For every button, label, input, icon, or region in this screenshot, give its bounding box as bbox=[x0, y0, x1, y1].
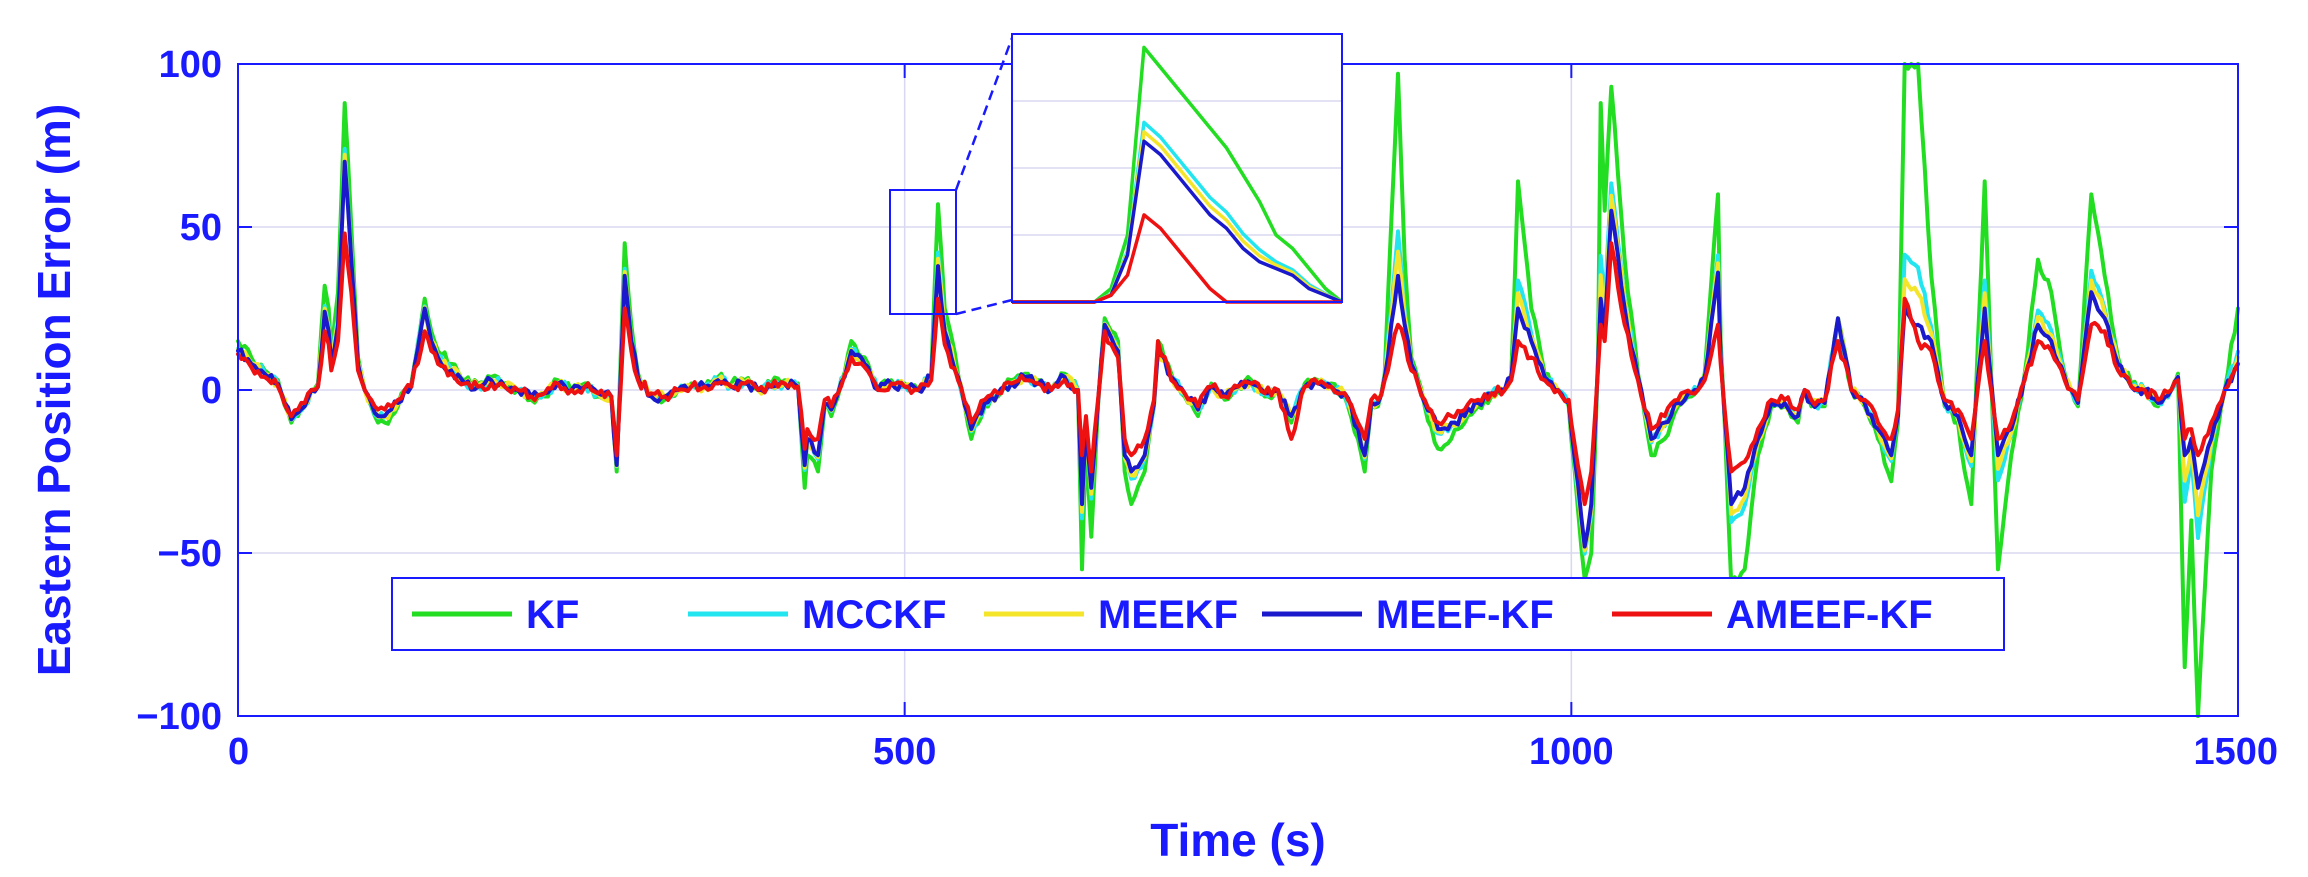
series-line-ameef-kf bbox=[236, 231, 2240, 507]
zoom-connector-bottom bbox=[955, 298, 1013, 316]
y-tick-label: 50 bbox=[180, 207, 222, 249]
x-tick-label: 0 bbox=[228, 731, 249, 773]
inset-series bbox=[1012, 45, 1344, 304]
y-tick-label: 100 bbox=[159, 44, 222, 86]
y-tick-label: −100 bbox=[136, 696, 222, 738]
legend: KF MCCKF MEEKF MEEF-KF AMEEF-KF bbox=[391, 577, 2005, 651]
y-tick-label: 0 bbox=[201, 370, 222, 412]
y-tick-label: −50 bbox=[158, 533, 222, 575]
x-tick-label: 500 bbox=[873, 731, 936, 773]
legend-label-ameef-kf: AMEEF-KF bbox=[1726, 593, 1933, 637]
legend-label-kf: KF bbox=[526, 593, 579, 637]
legend-box bbox=[391, 577, 2005, 651]
inset-line-kf bbox=[1012, 45, 1344, 304]
x-axis-title: Time (s) bbox=[1150, 814, 1326, 866]
x-tick-label: 1000 bbox=[1529, 731, 1614, 773]
legend-label-meef-kf: MEEF-KF bbox=[1376, 593, 1554, 637]
legend-label-mcckf: MCCKF bbox=[802, 593, 946, 637]
zoom-region-marker bbox=[889, 189, 957, 315]
zoom-connector-top bbox=[954, 37, 1014, 191]
x-tick-label: 1500 bbox=[2193, 731, 2278, 773]
legend-label-meekf: MEEKF bbox=[1098, 593, 1238, 637]
inset-frame bbox=[1011, 33, 1343, 303]
y-axis-title: Eastern Position Error (m) bbox=[28, 104, 80, 677]
